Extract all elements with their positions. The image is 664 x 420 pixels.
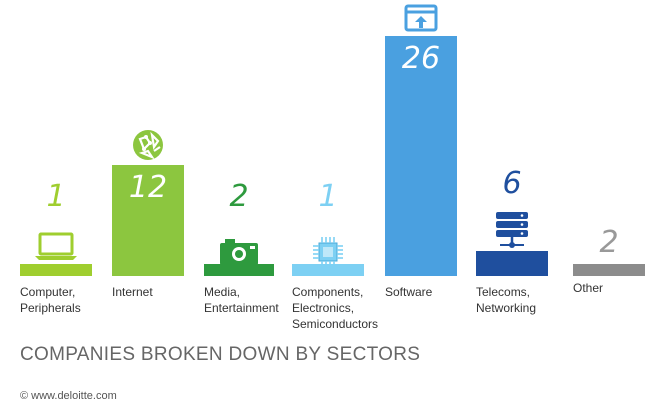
copyright-credit: © www.deloitte.com [20, 390, 117, 402]
bar-internet [112, 165, 184, 276]
chart-title: COMPANIES BROKEN DOWN BY SECTORS [20, 344, 421, 365]
globe-icon [132, 129, 164, 161]
value-label-telecoms: 6 [502, 166, 522, 202]
value-label-computer: 1 [46, 179, 66, 214]
category-label-telecoms: Telecoms, Networking [476, 285, 537, 315]
value-label-other: 2 [599, 225, 619, 260]
value-label-components: 1 [318, 179, 338, 214]
category-label-internet: Internet [112, 285, 153, 299]
value-label-software: 26 [401, 41, 441, 76]
category-label-components: Components, Electronics, Semiconductors [292, 285, 379, 331]
value-label-internet: 12 [128, 170, 168, 206]
bar-telecoms [476, 251, 548, 276]
category-label-software: Software [385, 285, 433, 299]
bar-chart: 1 Computer, Peripherals 12 Internet 2 Media, … [20, 4, 645, 331]
app-upload-icon [404, 4, 438, 32]
chip-icon [312, 236, 344, 268]
category-label-other: Other [573, 281, 604, 295]
bar-components [292, 264, 364, 276]
bar-media [204, 264, 274, 276]
server-icon [494, 211, 530, 249]
category-label-computer: Computer, Peripherals [20, 285, 81, 315]
category-label-media: Media, Entertainment [204, 285, 279, 315]
bar-software [385, 36, 457, 276]
bar-computer [20, 264, 92, 276]
laptop-icon [33, 232, 79, 262]
value-label-media: 2 [229, 179, 249, 214]
bar-other [573, 264, 645, 276]
camera-icon [219, 236, 259, 266]
